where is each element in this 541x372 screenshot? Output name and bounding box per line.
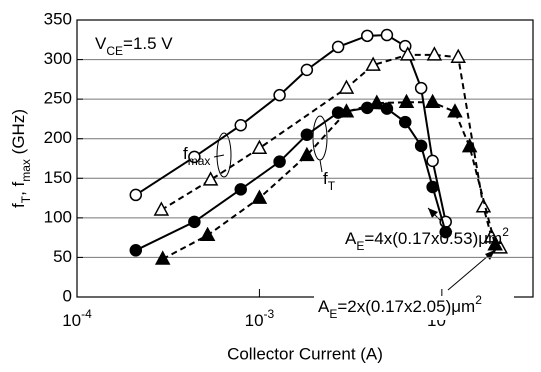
marker xyxy=(338,79,355,94)
text-part: V xyxy=(95,34,107,53)
y-tick-label: 250 xyxy=(44,89,72,108)
y-tick-label: 0 xyxy=(63,286,72,305)
series-line xyxy=(135,34,447,223)
marker xyxy=(129,244,143,257)
marker xyxy=(199,226,216,242)
text-part: f xyxy=(183,144,188,163)
arrowhead xyxy=(428,208,438,218)
marker xyxy=(273,88,286,102)
text-part: A xyxy=(318,297,330,316)
marker xyxy=(154,250,171,265)
text-part: 2 xyxy=(475,293,482,307)
text-part: =4x(0.17x0.53)μm xyxy=(364,229,502,248)
x-tick-label: 10-3 xyxy=(245,307,275,330)
marker xyxy=(251,139,268,154)
marker xyxy=(414,81,428,95)
marker xyxy=(188,215,201,229)
marker xyxy=(300,63,314,77)
y-axis-label: fT, fmax (GHz) xyxy=(9,109,33,208)
text-part: =1.5 V xyxy=(123,34,173,53)
marker xyxy=(414,139,428,153)
x-tick-base: 10 xyxy=(62,311,81,330)
annotation: AE=2x(0.17x2.05)μm2 xyxy=(318,293,482,321)
marker xyxy=(251,189,268,204)
marker xyxy=(273,155,286,168)
x-tick-base: 10 xyxy=(245,311,264,330)
text-part: (GHz) xyxy=(9,109,28,159)
x-tick-label: 10-4 xyxy=(62,307,92,330)
fmax-pointer xyxy=(213,154,225,158)
marker xyxy=(398,93,415,109)
marker xyxy=(331,40,345,54)
annotation: fmax xyxy=(183,144,210,168)
arrowhead xyxy=(485,250,495,260)
text-part: T xyxy=(19,195,33,203)
text-part: f xyxy=(9,203,28,208)
marker xyxy=(234,119,247,132)
marker xyxy=(424,93,441,109)
marker xyxy=(129,188,143,202)
y-tick-label: 50 xyxy=(53,247,72,266)
marker xyxy=(447,103,463,118)
text-part: CE xyxy=(106,44,123,58)
marker xyxy=(399,46,416,61)
marker xyxy=(369,94,385,109)
y-tick-label: 350 xyxy=(44,9,72,28)
marker xyxy=(365,56,381,71)
text-part: max xyxy=(188,154,211,168)
text-part: E xyxy=(329,307,337,321)
marker xyxy=(299,146,315,162)
text-part: E xyxy=(356,239,364,253)
fmax-ellipse xyxy=(216,132,232,178)
text-part: max xyxy=(19,159,33,182)
text-part: 2 xyxy=(502,225,509,239)
marker xyxy=(461,138,478,153)
marker xyxy=(426,154,439,168)
marker xyxy=(487,236,503,251)
x-axis-label: Collector Current (A) xyxy=(227,344,383,363)
y-tick-label: 300 xyxy=(44,49,72,68)
marker xyxy=(338,103,355,118)
marker xyxy=(360,29,374,43)
y-tick-label: 100 xyxy=(44,207,72,226)
text-part: T xyxy=(328,179,336,193)
x-tick-exp: -3 xyxy=(264,307,275,321)
annotation: fT xyxy=(323,169,336,193)
marker xyxy=(398,115,412,129)
annotation: AE=4x(0.17x0.53)μm2 xyxy=(345,225,509,253)
marker xyxy=(188,150,201,164)
marker xyxy=(202,171,219,186)
text-part: f xyxy=(323,169,328,188)
label-bg xyxy=(314,296,514,320)
series-line xyxy=(162,101,497,260)
marker xyxy=(450,48,467,63)
annotation: VCE=1.5 V xyxy=(95,34,173,58)
marker xyxy=(380,28,394,42)
marker xyxy=(426,180,439,194)
y-tick-label: 150 xyxy=(44,168,72,187)
text-part: =2x(0.17x2.05)μm xyxy=(337,297,475,316)
marker xyxy=(153,201,170,216)
marker xyxy=(426,46,443,61)
marker xyxy=(439,225,452,239)
text-part: , f xyxy=(9,181,28,195)
marker xyxy=(234,183,247,196)
arrow xyxy=(447,249,496,291)
text-part: A xyxy=(345,229,357,248)
x-tick-exp: -4 xyxy=(81,307,92,321)
ft-pointer xyxy=(319,159,323,173)
y-tick-label: 200 xyxy=(44,128,72,147)
plot-frame xyxy=(76,19,534,298)
marker xyxy=(300,128,314,142)
